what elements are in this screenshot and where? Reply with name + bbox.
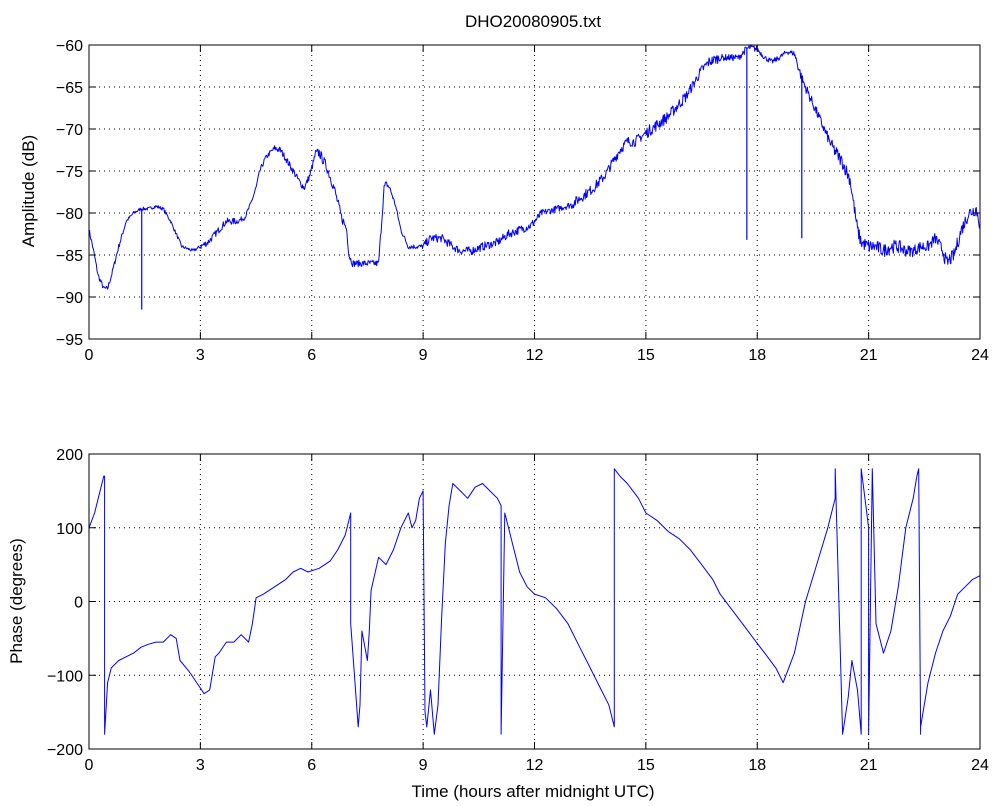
amplitude-plot-frame [88,44,981,340]
phase-x-tick-labels: 0 3 6 9 12 15 18 21 24 [85,757,989,774]
x-tick-label: 3 [196,757,205,774]
phase-gridlines [89,454,980,749]
y-tick-label: 200 [56,447,83,464]
phase-y-axis-title: Phase (degrees) [7,538,26,664]
chart-title: DHO20080905.txt [465,12,601,31]
y-tick-label: −100 [47,668,83,685]
y-tick-label: 0 [74,595,83,612]
x-tick-label: 6 [307,757,316,774]
x-tick-label: 9 [419,757,428,774]
phase-y-tick-labels: −200 −100 0 100 200 [47,447,83,759]
y-tick-label: −95 [56,332,83,349]
x-tick-label: 24 [971,757,989,774]
x-tick-label: 18 [748,347,766,364]
phase-plot-frame [88,453,981,750]
x-axis-title: Time (hours after midnight UTC) [411,782,654,801]
y-tick-label: −90 [56,290,83,307]
y-tick-label: −60 [56,38,83,55]
phase-series [88,468,981,735]
x-tick-label: 9 [419,347,428,364]
series-line [88,468,981,735]
y-tick-label: −65 [56,80,83,97]
x-tick-label: 21 [860,757,878,774]
y-tick-label: −85 [56,248,83,265]
amplitude-x-tick-labels: 0 3 6 9 12 15 18 21 24 [85,347,989,364]
x-tick-label: 15 [637,757,655,774]
phase-plot: 0 3 6 9 12 15 18 21 24 −200 −100 0 100 200 Phase (de… [7,447,989,774]
x-tick-label: 12 [526,347,544,364]
x-tick-label: 0 [85,347,94,364]
x-tick-label: 3 [196,347,205,364]
amplitude-y-axis-title: Amplitude (dB) [19,135,38,247]
x-tick-label: 24 [971,347,989,364]
y-tick-label: −70 [56,122,83,139]
x-tick-label: 0 [85,757,94,774]
x-tick-label: 12 [526,757,544,774]
series-line [88,44,981,290]
x-tick-label: 15 [637,347,655,364]
amplitude-series [88,44,981,310]
x-tick-label: 18 [748,757,766,774]
y-tick-label: −75 [56,164,83,181]
x-tick-label: 6 [307,347,316,364]
y-tick-label: −80 [56,206,83,223]
x-tick-label: 21 [860,347,878,364]
y-tick-label: −200 [47,742,83,759]
y-tick-label: 100 [56,521,83,538]
amplitude-plot: 0 3 6 9 12 15 18 21 24 −95−90−85−80−75−70−65−60 … [19,38,989,364]
amplitude-y-tick-labels: −95 −90 −85 −80 −75 −70 −65 −60 [56,38,83,349]
amplitude-gridlines [89,45,980,339]
